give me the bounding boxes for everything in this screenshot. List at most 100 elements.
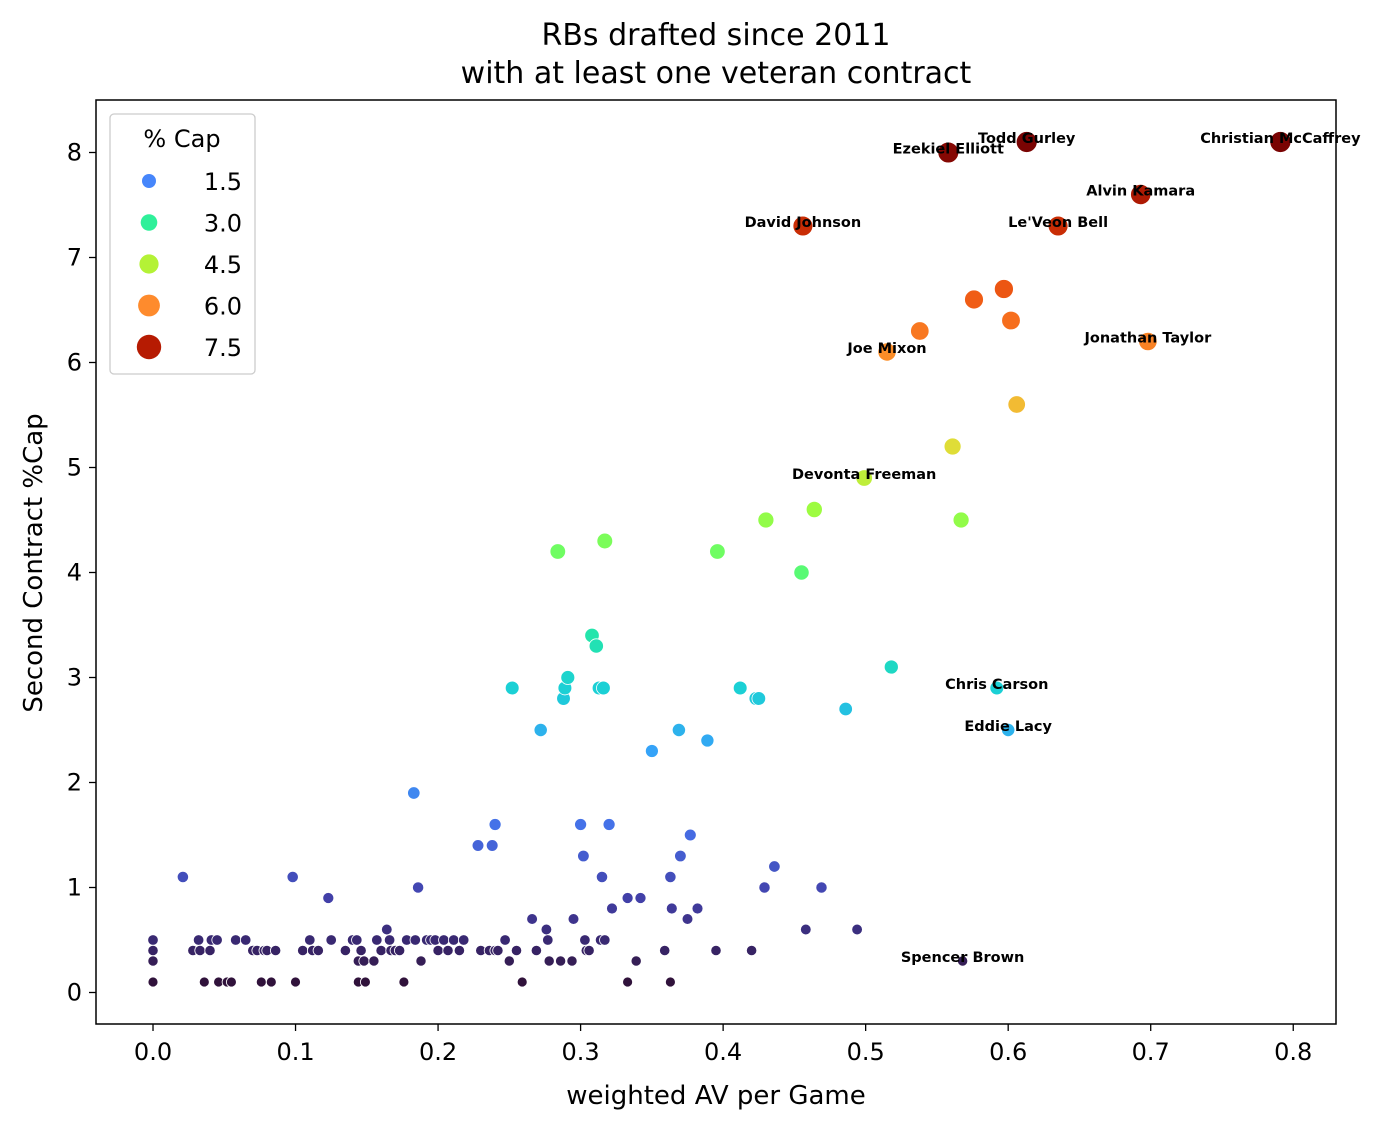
data-point <box>432 944 444 957</box>
data-point <box>709 543 726 560</box>
data-point <box>492 944 504 957</box>
data-point <box>526 913 538 925</box>
data-point <box>255 976 267 988</box>
data-point <box>957 955 969 967</box>
data-point <box>325 934 337 946</box>
data-point <box>204 944 216 957</box>
data-point <box>225 976 237 988</box>
points-layer <box>147 131 1292 988</box>
data-point <box>621 892 634 904</box>
data-point <box>851 923 863 936</box>
data-point <box>230 934 242 946</box>
data-point <box>1015 131 1038 153</box>
data-point <box>192 934 205 946</box>
legend-label: 6.0 <box>204 293 242 321</box>
x-tick-label: 0.0 <box>134 1038 172 1066</box>
legend-label: 1.5 <box>204 168 242 196</box>
data-point <box>993 279 1014 299</box>
data-point <box>407 786 421 800</box>
legend-marker <box>139 254 159 274</box>
data-point <box>659 944 671 957</box>
data-point <box>543 955 555 967</box>
data-point <box>368 955 380 967</box>
legend-marker <box>142 174 156 188</box>
data-point <box>485 839 499 852</box>
data-point <box>240 934 252 946</box>
data-point <box>504 680 520 696</box>
data-point <box>516 976 528 988</box>
data-point <box>805 501 823 518</box>
data-point <box>1007 395 1026 414</box>
data-point <box>630 955 642 967</box>
data-point <box>768 860 781 873</box>
x-axis-title: weighted AV per Game <box>566 1081 865 1111</box>
data-point <box>634 892 647 904</box>
data-point <box>596 532 614 550</box>
data-point <box>606 902 618 915</box>
y-tick-label: 4 <box>67 559 82 587</box>
x-tick-label: 0.5 <box>847 1038 885 1066</box>
data-point <box>304 934 316 946</box>
data-point <box>1001 310 1021 331</box>
point-annotation: Todd Gurley <box>978 131 1076 147</box>
data-point <box>566 955 578 967</box>
x-tick-label: 0.6 <box>989 1038 1027 1066</box>
data-point <box>596 680 611 696</box>
point-annotation: Devonta Freeman <box>792 467 936 483</box>
legend-marker <box>138 294 160 317</box>
data-point <box>665 902 678 915</box>
data-point <box>499 934 511 946</box>
data-point <box>691 902 704 915</box>
data-point <box>398 976 410 988</box>
data-point <box>194 944 206 957</box>
data-point <box>542 934 554 946</box>
data-point <box>952 511 970 529</box>
data-point <box>855 469 873 487</box>
y-tick-label: 7 <box>67 244 82 272</box>
data-point <box>393 944 406 957</box>
data-point <box>269 944 282 957</box>
data-point <box>671 722 686 738</box>
data-point <box>438 934 450 946</box>
data-point <box>838 701 853 717</box>
data-point <box>577 849 590 863</box>
data-point <box>359 976 371 988</box>
data-point <box>147 944 159 957</box>
data-point <box>442 944 454 957</box>
data-point <box>530 944 543 957</box>
data-point <box>540 923 553 936</box>
data-point <box>681 913 694 925</box>
data-point <box>488 818 502 831</box>
data-point <box>147 976 159 988</box>
data-point <box>683 828 697 842</box>
data-point <box>409 934 421 946</box>
data-point <box>574 818 588 831</box>
legend-marker <box>136 334 162 360</box>
data-point <box>567 913 580 925</box>
data-point <box>176 870 189 884</box>
data-point <box>758 881 771 894</box>
data-point <box>381 923 393 936</box>
legend-label: 3.0 <box>204 210 242 238</box>
legend-title: % Cap <box>143 125 220 153</box>
data-point <box>351 934 363 946</box>
data-point <box>1047 215 1069 237</box>
data-point <box>290 976 301 988</box>
data-point <box>383 934 396 946</box>
data-point <box>943 437 962 456</box>
point-annotation: Chris Carson <box>945 677 1048 693</box>
data-point <box>375 944 387 957</box>
chart-title-line-1: RBs drafted since 2011 <box>542 18 891 53</box>
legend-label: 4.5 <box>204 251 242 279</box>
point-annotation: Le'Veon Bell <box>1008 215 1108 231</box>
legend-marker <box>140 214 158 231</box>
data-point <box>910 321 930 341</box>
data-point <box>1138 331 1158 352</box>
data-point <box>700 733 715 748</box>
data-point <box>211 934 223 946</box>
data-point <box>800 923 812 936</box>
data-point <box>355 944 367 957</box>
data-point <box>286 870 299 884</box>
